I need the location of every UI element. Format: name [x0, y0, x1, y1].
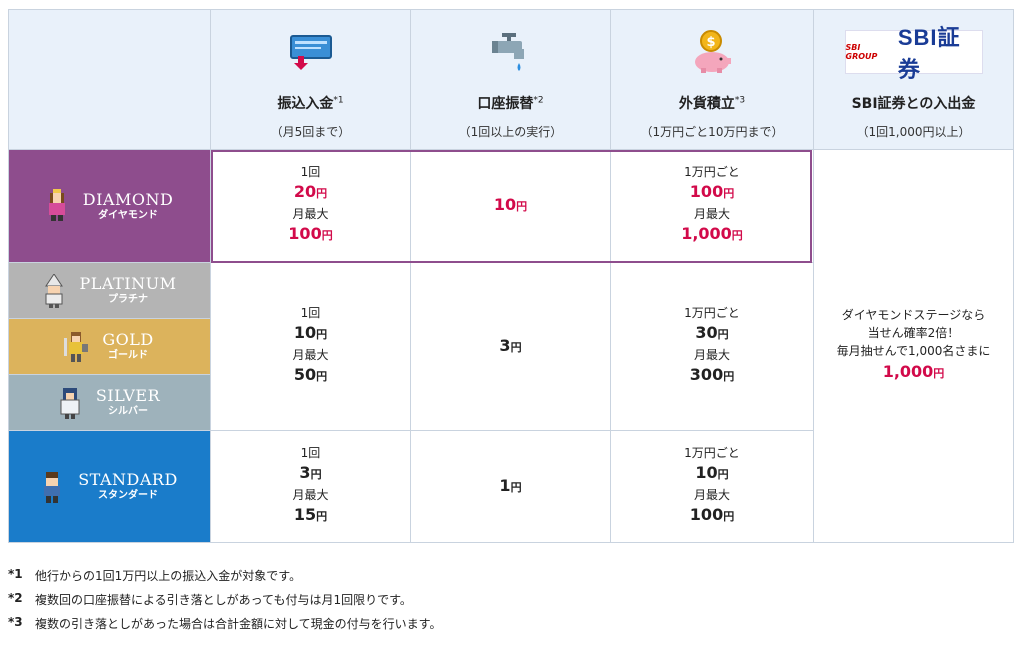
header-transfer-sub: （1回以上の実行） [458, 125, 563, 139]
silver-character-icon [60, 387, 80, 419]
tier-gold-en: GOLD [102, 330, 154, 349]
tier-platinum-jp: プラチナ [108, 294, 148, 305]
sbi-benefit-line: 毎月抽せんで1,000名さまに [836, 344, 991, 358]
value-amount: 10円 [695, 462, 729, 482]
tier-diamond-jp: ダイヤモンド [98, 209, 158, 221]
tier-silver-en: SILVER [95, 386, 161, 405]
header-deposit-sub: （月5回まで） [270, 125, 351, 139]
header-fx-title: 外貨積立*3 [678, 95, 746, 112]
value-label: 月最大 [693, 487, 730, 502]
standard-transfer-cell: 1円 [411, 431, 611, 543]
header-sbi-title: SBI証券との入出金 [851, 96, 976, 112]
mid-deposit-cell: 1回 10円 月最大 50円 [211, 263, 411, 431]
header-sbi-sub: （1回1,000円以上） [856, 125, 971, 139]
gold-character-icon [64, 331, 89, 362]
header-empty-cell [8, 9, 211, 150]
header-fx: $ 外貨積立*3 （1万円ごと10万円まで） [611, 9, 814, 150]
card-deposit-icon [288, 27, 334, 77]
sbi-logo-text: SBI証券 [897, 25, 961, 82]
sbi-logo: SBI GROUP SBI証券 [844, 25, 983, 82]
header-deposit: 振込入金*1 （月5回まで） [211, 9, 411, 150]
value-amount: 10円 [293, 322, 328, 342]
footnote-text: 他行からの1回1万円以上の振込入金が対象です。 [35, 569, 302, 583]
mid-fx-cell: 1万円ごと 30円 月最大 300円 [611, 263, 814, 431]
value-label: 1回 [300, 445, 321, 460]
footnote: *1 他行からの1回1万円以上の振込入金が対象です。 [8, 567, 441, 591]
footnote: *3 複数の引き落としがあった場合は合計金額に対して現金の付与を行います。 [8, 615, 441, 639]
sbi-logo-small: SBI GROUP [845, 43, 878, 61]
value-amount: 50円 [293, 364, 328, 384]
value-label: 月最大 [693, 207, 730, 221]
diamond-deposit-cell: 1回 20円 月最大 100円 [211, 150, 411, 263]
tier-standard: STANDARD スタンダード [8, 431, 211, 543]
value-amount: 15円 [293, 504, 328, 524]
header-sbi: SBI GROUP SBI証券 SBI証券との入出金 （1回1,000円以上） [814, 9, 1014, 150]
tier-standard-jp: スタンダード [97, 490, 158, 501]
footnote-mark: *1 [8, 567, 23, 581]
value-amount: 10円 [493, 195, 528, 214]
header-deposit-title: 振込入金*1 [277, 95, 344, 112]
diamond-character-icon [48, 189, 65, 221]
value-label: 月最大 [292, 347, 329, 362]
footnote: *2 複数回の口座振替による引き落としがあっても付与は月1回限りです。 [8, 591, 441, 615]
value-amount: 100円 [689, 504, 735, 524]
value-amount: 300円 [689, 364, 735, 384]
value-label: 1回 [300, 305, 321, 320]
faucet-icon [488, 27, 534, 77]
sbi-benefit-line: ダイヤモンドステージなら [841, 308, 986, 322]
value-amount: 20円 [293, 182, 328, 201]
tier-standard-en: STANDARD [78, 470, 178, 489]
standard-fx-cell: 1万円ごと 10円 月最大 100円 [611, 431, 814, 543]
tier-platinum-en: PLATINUM [79, 274, 177, 293]
sbi-benefit-cell: ダイヤモンドステージなら 当せん確率2倍！ 毎月抽せんで1,000名さまに 1,… [814, 150, 1014, 543]
platinum-character-icon [44, 273, 63, 308]
sbi-benefit-line: 当せん確率2倍！ [867, 326, 960, 340]
tier-silver: SILVER シルバー [8, 375, 211, 431]
diamond-transfer-cell: 10円 [411, 150, 611, 263]
header-transfer: 口座振替*2 （1回以上の実行） [411, 9, 611, 150]
piggy-bank-icon: $ [687, 27, 737, 77]
value-label: 1万円ごと [684, 445, 740, 460]
footnote-mark: *2 [8, 591, 23, 605]
value-amount: 1円 [499, 475, 522, 495]
tier-diamond: DIAMOND ダイヤモンド [8, 150, 211, 263]
footnote-mark: *3 [8, 615, 23, 629]
value-amount: 30円 [695, 322, 729, 342]
value-label: 月最大 [292, 487, 329, 502]
value-label: 1万円ごと [684, 165, 740, 179]
mid-transfer-cell: 3円 [411, 263, 611, 431]
tier-silver-jp: シルバー [107, 406, 148, 417]
value-label: 1回 [300, 165, 321, 179]
tier-platinum: PLATINUM プラチナ [8, 263, 211, 319]
value-amount: 3円 [499, 335, 522, 355]
value-amount: 1,000円 [882, 362, 945, 381]
value-amount: 100円 [689, 182, 735, 201]
tier-diamond-en: DIAMOND [82, 189, 174, 209]
standard-deposit-cell: 1回 3円 月最大 15円 [211, 431, 411, 543]
tier-gold-jp: ゴールド [107, 350, 148, 361]
value-label: 月最大 [693, 347, 730, 362]
value-amount: 100円 [288, 224, 333, 243]
value-amount: 3円 [299, 462, 322, 482]
svg-text:$: $ [706, 35, 715, 50]
value-label: 月最大 [292, 207, 329, 221]
header-fx-sub: （1万円ごと10万円まで） [640, 125, 784, 139]
header-transfer-title: 口座振替*2 [477, 95, 544, 112]
footnote-text: 複数回の口座振替による引き落としがあっても付与は月1回限りです。 [35, 593, 412, 607]
value-amount: 1,000円 [681, 224, 743, 243]
tier-gold: GOLD ゴールド [8, 319, 211, 375]
value-label: 1万円ごと [684, 305, 740, 320]
footnotes: *1 他行からの1回1万円以上の振込入金が対象です。 *2 複数回の口座振替による引… [8, 567, 441, 639]
standard-character-icon [44, 471, 61, 503]
diamond-fx-cell: 1万円ごと 100円 月最大 1,000円 [611, 150, 814, 263]
reward-table: 振込入金*1 （月5回まで） 口座振替*2 （1回以上の実行） $ [8, 9, 1014, 543]
footnote-text: 複数の引き落としがあった場合は合計金額に対して現金の付与を行います。 [35, 617, 442, 631]
